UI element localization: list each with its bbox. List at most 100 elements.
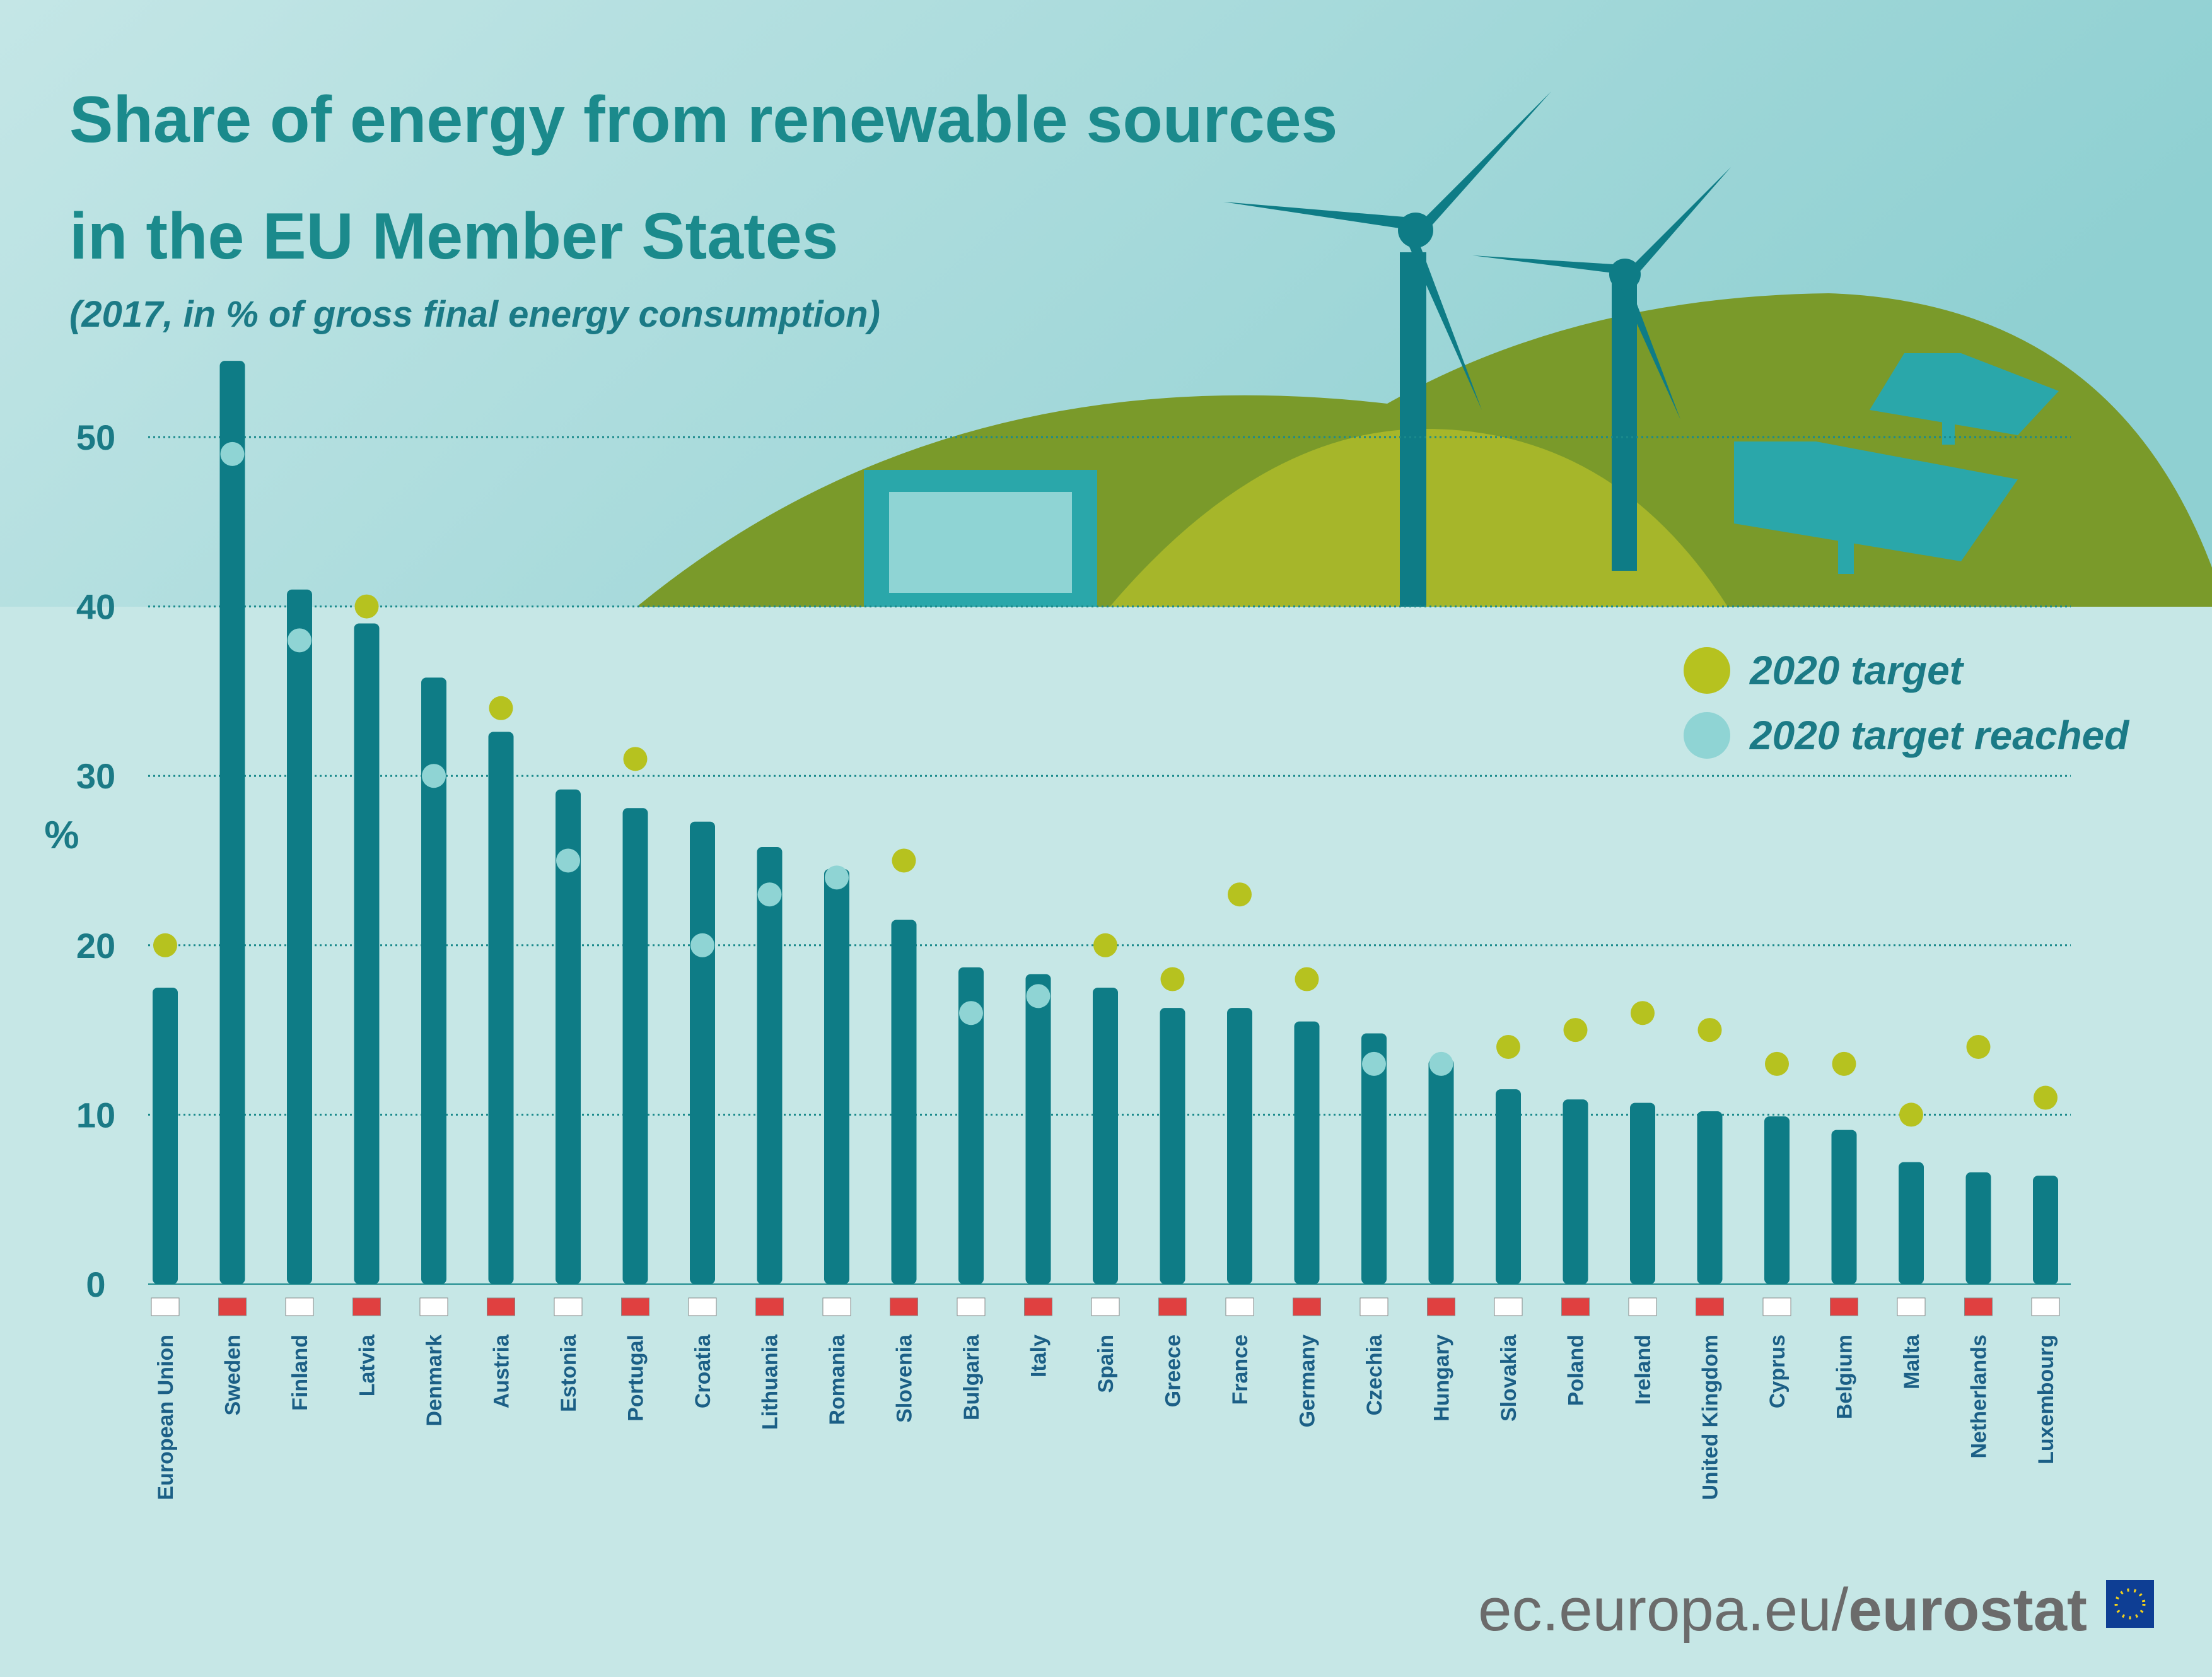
target-dot: [623, 747, 648, 771]
target-dot: [1295, 967, 1319, 991]
y-axis-label: %: [44, 814, 79, 857]
x-tick-label: Belgium: [1833, 1335, 1857, 1419]
footer-url: ec.europa.eu/: [1478, 1576, 1848, 1644]
bar: [958, 967, 984, 1284]
flag: [218, 1297, 247, 1316]
bar: [153, 987, 178, 1284]
x-tick-label: Lithuania: [759, 1334, 783, 1430]
bar: [757, 847, 783, 1284]
flag: [1561, 1297, 1590, 1316]
eu-logo: [2106, 1580, 2154, 1628]
flag: [151, 1297, 180, 1316]
bar: [1965, 1172, 1991, 1284]
target-dot: [1697, 1018, 1722, 1043]
bar: [891, 920, 917, 1284]
bar: [824, 868, 849, 1284]
x-tick-label: Ireland: [1631, 1335, 1655, 1405]
flag: [1427, 1297, 1455, 1316]
x-tick-label: France: [1228, 1335, 1252, 1405]
target-dot: [1362, 1051, 1386, 1076]
target-dot: [1160, 967, 1185, 991]
target-dot: [489, 696, 513, 720]
x-tick-label: Poland: [1564, 1335, 1588, 1406]
flag: [1494, 1297, 1523, 1316]
x-tick-label: Romania: [825, 1334, 849, 1425]
flag: [1158, 1297, 1187, 1316]
bar: [622, 808, 648, 1284]
x-tick-label: Austria: [490, 1334, 514, 1408]
flag: [1091, 1297, 1120, 1316]
target-dot: [1228, 882, 1252, 907]
x-tick-label: Denmark: [422, 1335, 446, 1427]
flag: [352, 1297, 381, 1316]
x-tick-label: United Kingdom: [1699, 1335, 1723, 1500]
bar: [1899, 1162, 1924, 1284]
x-tick-label: Finland: [288, 1335, 312, 1411]
target-dot: [1429, 1051, 1453, 1076]
x-tick-label: Slovakia: [1497, 1334, 1521, 1422]
target-dot: [1563, 1018, 1588, 1043]
chart-title: in the EU Member States: [69, 200, 838, 273]
flag: [755, 1297, 784, 1316]
bar: [1697, 1111, 1723, 1284]
flag: [1762, 1297, 1791, 1316]
flag: [688, 1297, 717, 1316]
target-dot: [1832, 1051, 1856, 1076]
target-dot: [1093, 933, 1117, 957]
y-tick-label: 0: [86, 1265, 105, 1304]
y-tick-label: 40: [76, 587, 115, 627]
y-tick-label: 20: [76, 926, 115, 966]
flag: [1024, 1297, 1052, 1316]
flag: [1628, 1297, 1657, 1316]
flag: [890, 1297, 918, 1316]
legend-label: 2020 target reached: [1749, 713, 2130, 758]
target-dot: [1026, 984, 1051, 1008]
target-dot: [1765, 1051, 1789, 1076]
flag: [1964, 1297, 1993, 1316]
target-dot: [354, 594, 379, 619]
bar: [1496, 1089, 1521, 1284]
x-tick-label: Sweden: [221, 1335, 245, 1415]
bar: [1160, 1008, 1185, 1284]
target-dot: [153, 933, 177, 957]
y-tick-label: 50: [76, 418, 115, 457]
target-dot: [288, 628, 311, 653]
footer-brand: eurostat: [1848, 1576, 2087, 1644]
x-tick-label: Slovenia: [893, 1334, 917, 1423]
target-dot: [757, 882, 782, 907]
bar: [1563, 1099, 1588, 1284]
target-dot: [422, 764, 446, 788]
bar: [421, 677, 446, 1284]
target-dot: [1966, 1034, 1991, 1059]
x-tick-label: Cyprus: [1766, 1335, 1790, 1408]
flag: [285, 1297, 314, 1316]
x-tick-label: Estonia: [557, 1334, 581, 1412]
chart-title: Share of energy from renewable sources: [69, 83, 1337, 156]
bar: [1294, 1021, 1320, 1284]
bar: [287, 589, 312, 1284]
target-dot: [892, 848, 916, 873]
x-tick-label: Greece: [1161, 1335, 1185, 1407]
x-tick-label: Latvia: [356, 1334, 380, 1396]
bar: [1025, 974, 1051, 1284]
flag: [2031, 1297, 2060, 1316]
target-dot: [220, 441, 245, 466]
flag: [487, 1297, 515, 1316]
x-tick-label: Netherlands: [1967, 1335, 1991, 1459]
target-dot: [1631, 1001, 1655, 1025]
chart-subtitle: (2017, in % of gross final energy consum…: [69, 294, 880, 335]
flag: [1897, 1297, 1926, 1316]
bar: [219, 361, 245, 1284]
x-tick-label: Germany: [1296, 1335, 1320, 1427]
target-dot: [1899, 1102, 1923, 1127]
flag: [822, 1297, 851, 1316]
x-tick-label: Bulgaria: [960, 1334, 984, 1420]
flag: [1225, 1297, 1254, 1316]
bar: [354, 623, 380, 1285]
x-tick-label: Italy: [1027, 1335, 1051, 1377]
flag: [1359, 1297, 1388, 1316]
y-tick-label: 30: [76, 756, 115, 796]
y-tick-label: 10: [76, 1095, 115, 1135]
flag: [621, 1297, 649, 1316]
